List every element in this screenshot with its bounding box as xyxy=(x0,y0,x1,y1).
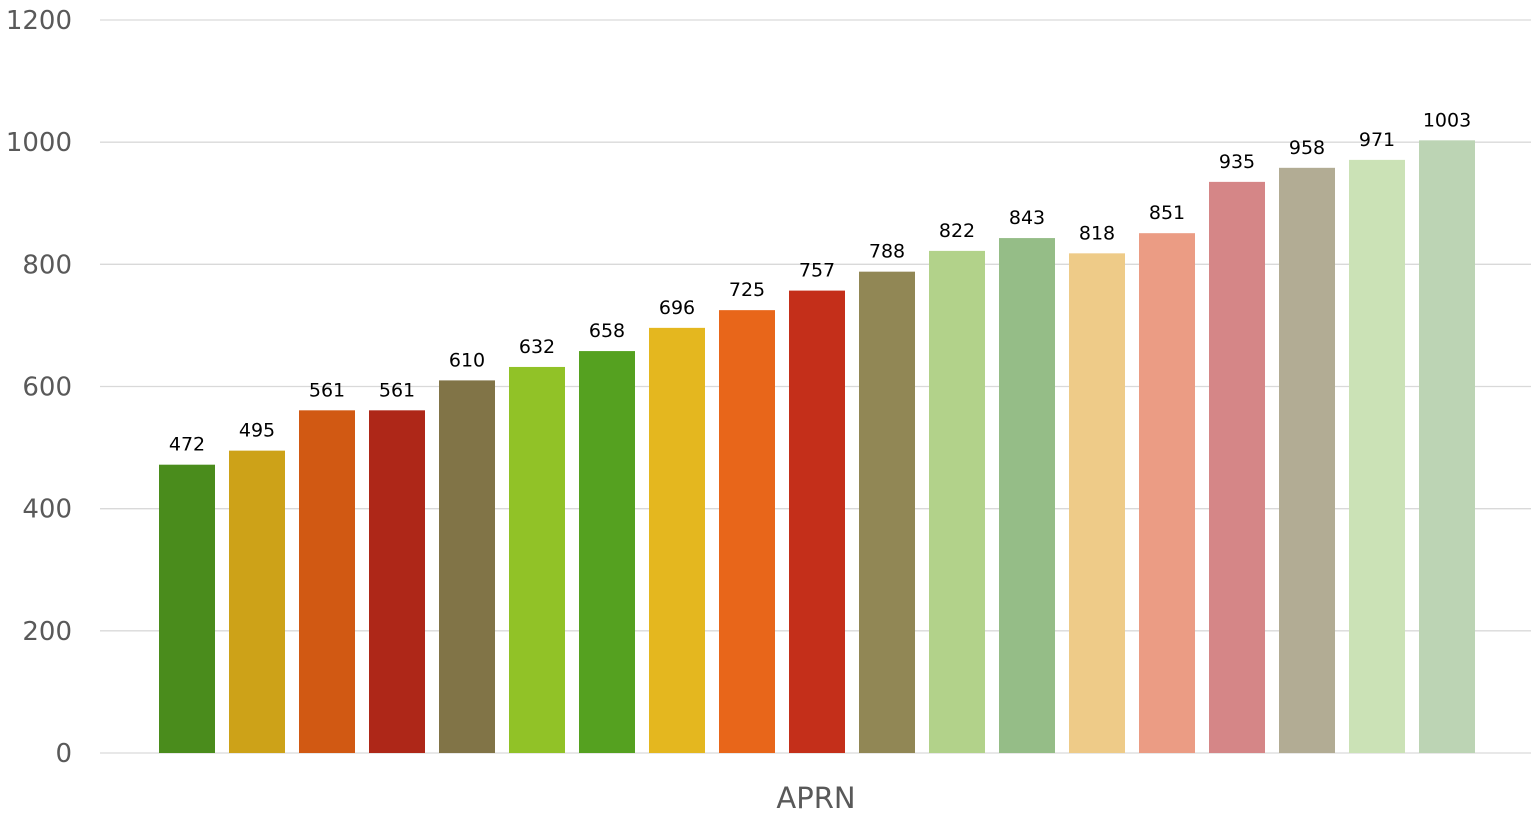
bar xyxy=(1069,253,1125,754)
bar xyxy=(999,238,1055,753)
bars xyxy=(159,140,1475,754)
bar-value-label: 610 xyxy=(449,349,485,371)
y-axis: 0 200 400 600 800 1000 1200 xyxy=(6,6,72,769)
x-category-label: APRN xyxy=(776,781,855,815)
bar xyxy=(719,310,775,753)
data-labels: 472 495 561 561 610 632 658 696 725 757 788 822 843 8… xyxy=(169,109,1471,455)
bar xyxy=(299,410,355,753)
bar-value-label: 788 xyxy=(869,241,905,263)
y-tick-label: 0 xyxy=(55,739,72,769)
bar-value-label: 725 xyxy=(729,279,765,301)
bar xyxy=(1209,181,1265,753)
bar-value-label: 843 xyxy=(1009,207,1045,229)
bar xyxy=(1279,167,1335,754)
bar-value-label: 561 xyxy=(309,379,345,401)
bar-value-label: 561 xyxy=(379,379,415,401)
y-tick-label: 200 xyxy=(22,617,72,647)
bar xyxy=(229,450,285,753)
bar xyxy=(929,250,985,753)
bar xyxy=(1139,233,1195,753)
bar-value-label: 658 xyxy=(589,320,625,342)
bar xyxy=(859,271,915,753)
bar-value-label: 958 xyxy=(1289,137,1325,159)
bar-value-label: 696 xyxy=(659,297,695,319)
bar xyxy=(1419,140,1475,753)
bar-value-label: 851 xyxy=(1149,202,1185,224)
y-tick-label: 400 xyxy=(22,495,72,525)
bar xyxy=(789,290,845,753)
bar xyxy=(579,351,635,753)
bar-value-label: 1003 xyxy=(1423,109,1471,131)
bar xyxy=(649,327,705,753)
bar-value-label: 472 xyxy=(169,434,205,456)
bar xyxy=(439,380,495,753)
bar-value-label: 971 xyxy=(1359,129,1395,151)
y-tick-label: 1200 xyxy=(6,6,72,36)
y-tick-label: 800 xyxy=(22,250,72,280)
bar-value-label: 632 xyxy=(519,336,555,358)
bar-value-label: 495 xyxy=(239,420,275,442)
bar-value-label: 822 xyxy=(939,220,975,242)
y-tick-label: 1000 xyxy=(6,128,72,158)
bar xyxy=(159,464,215,753)
bar xyxy=(1349,159,1405,753)
bar xyxy=(369,410,425,753)
bar-value-label: 757 xyxy=(799,260,835,282)
y-tick-label: 600 xyxy=(22,373,72,403)
bar-value-label: 935 xyxy=(1219,151,1255,173)
bar-value-label: 818 xyxy=(1079,222,1115,244)
bar xyxy=(509,366,565,753)
